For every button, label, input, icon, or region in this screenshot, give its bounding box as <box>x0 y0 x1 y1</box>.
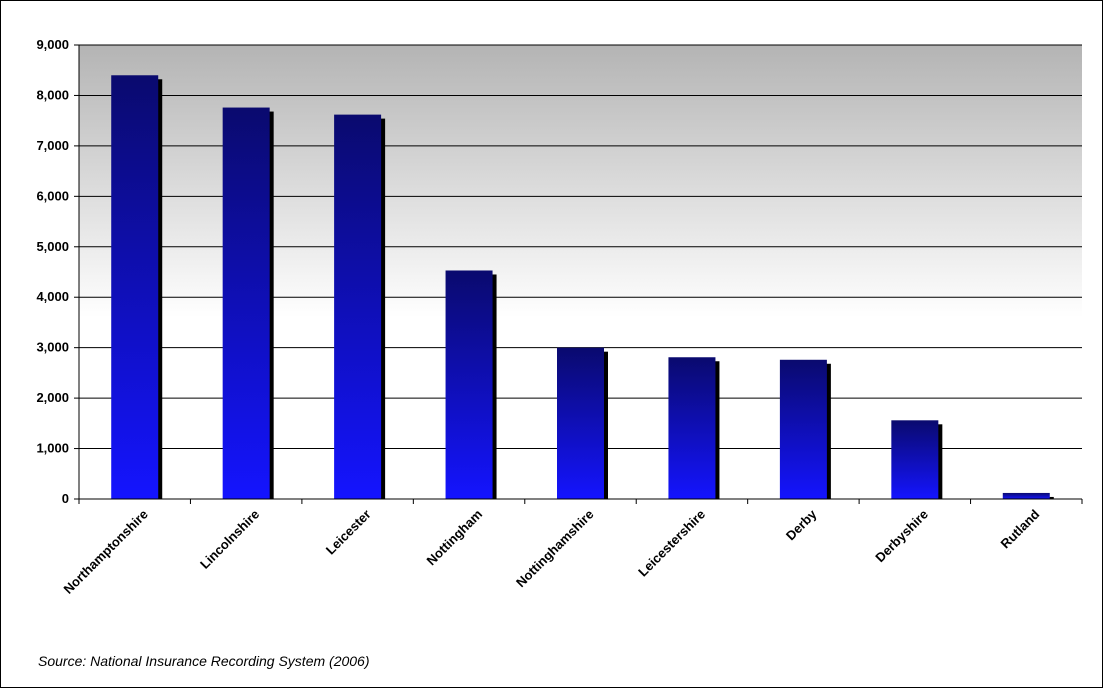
bar-nottingham <box>445 270 493 499</box>
y-tick-label: 3,000 <box>36 340 69 355</box>
bar-derbyshire <box>891 420 939 499</box>
bar-nottinghamshire <box>557 347 604 499</box>
y-axis-labels: 0 1,000 2,000 3,000 4,000 5,000 6,000 7,000 8,00… <box>36 37 69 506</box>
x-tick-label: Nottinghamshire <box>513 507 597 591</box>
axes <box>78 45 1083 504</box>
x-tick-label: Nottingham <box>424 507 486 569</box>
y-tick-label: 9,000 <box>36 37 69 52</box>
y-tick-label: 7,000 <box>36 138 69 153</box>
bar-leicestershire <box>668 357 716 499</box>
y-tick-label: 4,000 <box>36 289 69 304</box>
y-tick-label: 8,000 <box>36 87 69 102</box>
x-tick-label: Northamptonshire <box>61 507 151 597</box>
x-tick-label: Rutland <box>998 506 1043 551</box>
x-tick-label: Derby <box>783 506 820 543</box>
y-tick-label: 6,000 <box>36 188 69 203</box>
bar-leicester <box>334 114 382 499</box>
bar-derby <box>779 359 827 499</box>
y-tick-label: 2,000 <box>36 390 69 405</box>
x-tick-label: Derbyshire <box>872 507 931 566</box>
source-note: Source: National Insurance Recording Sys… <box>38 653 370 669</box>
y-tick-label: 1,000 <box>36 441 69 456</box>
x-tick-label: Leicestershire <box>635 507 708 580</box>
bar-rutland <box>1002 492 1050 499</box>
y-tick-label: 0 <box>62 491 69 506</box>
bar-lincolnshire <box>222 107 270 499</box>
bars <box>111 75 1054 500</box>
x-tick-label: Lincolnshire <box>197 507 262 572</box>
x-axis-labels: Northamptonshire Lincolnshire Leicester Not… <box>61 506 1043 597</box>
y-tick-label: 5,000 <box>36 239 69 254</box>
bar-northamptonshire <box>111 75 159 500</box>
x-tick-label: Leicester <box>323 507 374 558</box>
